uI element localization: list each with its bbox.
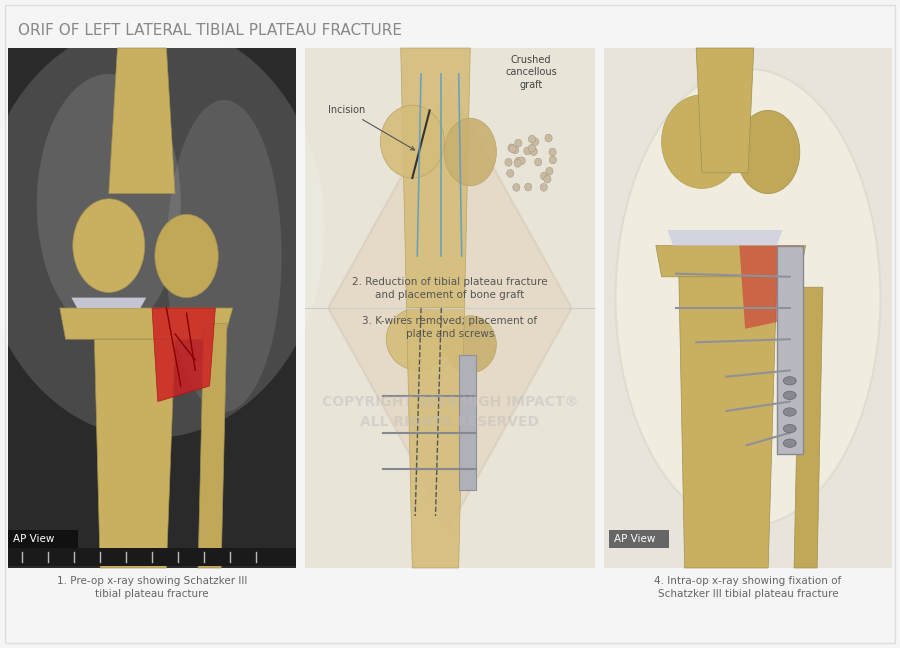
Polygon shape bbox=[109, 48, 175, 194]
Polygon shape bbox=[59, 308, 232, 339]
Text: 3. K-wires removed; placement of
plate and screws: 3. K-wires removed; placement of plate a… bbox=[363, 316, 537, 339]
Ellipse shape bbox=[540, 183, 547, 191]
Bar bbox=[8, 548, 296, 566]
Ellipse shape bbox=[155, 214, 218, 297]
Text: 4. Intra-op x-ray showing fixation of
Schatzker III tibial plateau fracture: 4. Intra-op x-ray showing fixation of Sc… bbox=[654, 576, 842, 599]
Ellipse shape bbox=[507, 170, 514, 178]
Ellipse shape bbox=[530, 147, 537, 155]
Bar bbox=[305, 48, 595, 568]
Ellipse shape bbox=[508, 144, 515, 152]
Ellipse shape bbox=[37, 74, 181, 334]
Polygon shape bbox=[697, 48, 754, 173]
Ellipse shape bbox=[73, 199, 145, 292]
Ellipse shape bbox=[662, 95, 742, 189]
Polygon shape bbox=[794, 287, 823, 568]
Text: AP View: AP View bbox=[614, 534, 655, 544]
Ellipse shape bbox=[530, 148, 537, 156]
Ellipse shape bbox=[545, 167, 554, 175]
Bar bbox=[8, 530, 78, 548]
Bar bbox=[459, 355, 476, 490]
Text: Incision: Incision bbox=[328, 106, 415, 150]
Text: COPYRIGHT 2019 HIGH IMPACT®
ALL RIGHTS RESERVED: COPYRIGHT 2019 HIGH IMPACT® ALL RIGHTS R… bbox=[322, 395, 578, 429]
Ellipse shape bbox=[783, 439, 796, 447]
Ellipse shape bbox=[525, 183, 532, 191]
Ellipse shape bbox=[0, 22, 325, 438]
Ellipse shape bbox=[528, 135, 536, 143]
Ellipse shape bbox=[783, 391, 796, 400]
Ellipse shape bbox=[514, 159, 521, 167]
Ellipse shape bbox=[515, 157, 522, 165]
Polygon shape bbox=[400, 48, 471, 308]
Ellipse shape bbox=[532, 138, 539, 146]
Ellipse shape bbox=[445, 118, 497, 186]
Polygon shape bbox=[740, 246, 800, 329]
Ellipse shape bbox=[783, 408, 796, 416]
Ellipse shape bbox=[511, 146, 518, 154]
Polygon shape bbox=[71, 297, 146, 308]
Ellipse shape bbox=[783, 376, 796, 385]
Ellipse shape bbox=[549, 148, 556, 156]
Ellipse shape bbox=[166, 100, 282, 412]
Ellipse shape bbox=[544, 175, 551, 183]
Polygon shape bbox=[407, 308, 464, 568]
Bar bbox=[604, 48, 892, 568]
Text: Crushed
cancellous
graft: Crushed cancellous graft bbox=[505, 55, 557, 89]
Text: 2. Reduction of tibial plateau fracture
and placement of bone graft: 2. Reduction of tibial plateau fracture … bbox=[352, 277, 548, 300]
Ellipse shape bbox=[541, 172, 548, 180]
Ellipse shape bbox=[445, 316, 497, 373]
Ellipse shape bbox=[386, 308, 450, 371]
Text: 1. Pre-op x-ray showing Schatzker III
tibial plateau fracture: 1. Pre-op x-ray showing Schatzker III ti… bbox=[57, 576, 248, 599]
Ellipse shape bbox=[549, 156, 556, 164]
Ellipse shape bbox=[381, 105, 445, 178]
Ellipse shape bbox=[515, 139, 522, 147]
Polygon shape bbox=[328, 89, 572, 526]
Ellipse shape bbox=[505, 158, 512, 166]
Ellipse shape bbox=[535, 158, 542, 166]
Ellipse shape bbox=[508, 145, 517, 153]
Ellipse shape bbox=[528, 145, 536, 152]
Ellipse shape bbox=[513, 183, 520, 191]
Ellipse shape bbox=[783, 424, 796, 433]
Polygon shape bbox=[679, 277, 777, 568]
Polygon shape bbox=[198, 323, 227, 568]
Bar bbox=[609, 530, 669, 548]
Ellipse shape bbox=[736, 110, 800, 194]
Polygon shape bbox=[668, 230, 783, 246]
Text: ORIF OF LEFT LATERAL TIBIAL PLATEAU FRACTURE: ORIF OF LEFT LATERAL TIBIAL PLATEAU FRAC… bbox=[18, 23, 402, 38]
Text: AP View: AP View bbox=[13, 534, 54, 544]
Ellipse shape bbox=[616, 69, 880, 526]
Bar bbox=[8, 48, 296, 568]
Polygon shape bbox=[152, 308, 215, 402]
Polygon shape bbox=[656, 246, 806, 277]
Ellipse shape bbox=[524, 147, 531, 155]
Bar bbox=[777, 246, 803, 454]
Polygon shape bbox=[94, 339, 175, 568]
Ellipse shape bbox=[518, 157, 526, 165]
Ellipse shape bbox=[544, 134, 553, 142]
